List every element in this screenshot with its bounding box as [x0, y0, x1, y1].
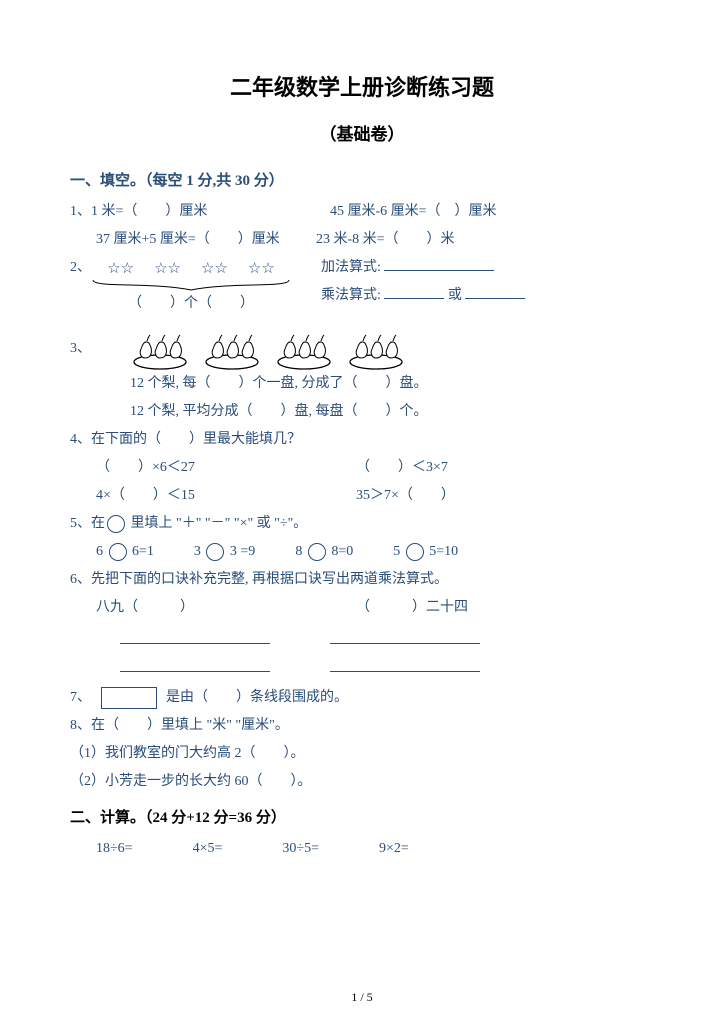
- pear-plates: [131, 328, 405, 370]
- q5d-l: 5: [393, 544, 404, 559]
- q5-row: 6 6=1 3 3 =9 8 8=0 5 5=10: [96, 538, 654, 566]
- q5b-r: 3 =9: [226, 544, 255, 559]
- page-title: 二年级数学上册诊断练习题: [70, 70, 654, 102]
- q2-count-label: （ ）个（ ）: [128, 290, 254, 318]
- q2-row: 2、 ☆☆ ☆☆ ☆☆ ☆☆ （ ）个（ ） 加法算式: 乘法算式:: [70, 254, 654, 318]
- q3b-text: 12 个梨, 平均分成（ ）盘, 每盘（ ）个。: [130, 398, 654, 426]
- q3-num: 3、: [70, 335, 91, 363]
- q1c-text: 37 厘米+5 厘米=（ ）厘米: [96, 226, 316, 254]
- calc-4: 9×2=: [379, 835, 409, 863]
- blank-line: [465, 285, 525, 299]
- q2-add-label: 加法算式:: [321, 260, 381, 275]
- page-subtitle: （基础卷）: [70, 120, 654, 145]
- worksheet-page: 二年级数学上册诊断练习题 （基础卷） 一、填空。（每空 1 分,共 30 分） …: [0, 0, 724, 1023]
- pear-plate-icon: [275, 328, 333, 370]
- q8a-text: （1）我们教室的门大约高 2（ ）。: [70, 740, 654, 768]
- circle-icon: [406, 543, 424, 561]
- q4-row2: 4×（ ）＜15 35＞7×（ ）: [96, 482, 654, 510]
- blank-line: [330, 656, 480, 672]
- q2-mul-row: 乘法算式: 或: [321, 282, 525, 310]
- q1-row1: 1、1 米=（ ）厘米 45 厘米-6 厘米=（ ）厘米: [70, 198, 654, 226]
- q5-head: 5、在 里填上 "＋" "－" "×" 或 "÷"。: [70, 510, 654, 538]
- q2-num: 2、: [70, 254, 91, 282]
- blank-line: [330, 628, 480, 644]
- q6-lines-1: [120, 628, 654, 644]
- q5a: 6 6=1: [96, 538, 154, 566]
- q2-or: 或: [448, 288, 462, 303]
- q5b: 3 3 =9: [194, 538, 255, 566]
- circle-icon: [109, 543, 127, 561]
- q1d-text: 23 米-8 米=（ ）米: [316, 226, 455, 254]
- pear-plate-icon: [203, 328, 261, 370]
- blank-line: [384, 257, 494, 271]
- circle-icon: [206, 543, 224, 561]
- q5-head-a: 5、在: [70, 516, 105, 531]
- pear-plate-icon: [347, 328, 405, 370]
- q6-row1: 八九（ ） （ ）二十四: [96, 594, 654, 622]
- q1b-text: 45 厘米-6 厘米=（ ）厘米: [330, 198, 497, 226]
- q7b-text: 是由（ ）条线段围成的。: [166, 690, 348, 705]
- q5b-l: 3: [194, 544, 205, 559]
- q7-row: 7、 是由（ ）条线段围成的。: [70, 684, 654, 712]
- q5d-r: 5=10: [426, 544, 458, 559]
- blank-line: [384, 285, 444, 299]
- q5c-r: 8=0: [328, 544, 353, 559]
- q4-row1: （ ）×6＜27 （ ）＜3×7: [96, 454, 654, 482]
- q2-add-row: 加法算式:: [321, 254, 525, 282]
- circle-icon: [308, 543, 326, 561]
- q2-mul-label: 乘法算式:: [321, 288, 381, 303]
- calc-3: 30÷5=: [282, 835, 319, 863]
- q6-head: 6、先把下面的口诀补充完整, 再根据口诀写出两道乘法算式。: [70, 566, 654, 594]
- q2-stars-block: ☆☆ ☆☆ ☆☆ ☆☆ （ ）个（ ）: [91, 254, 291, 318]
- q6b-text: （ ）二十四: [356, 594, 468, 622]
- q1a-text: 1、1 米=（ ）厘米: [70, 198, 330, 226]
- q5d: 5 5=10: [393, 538, 458, 566]
- q2-answers: 加法算式: 乘法算式: 或: [321, 254, 525, 310]
- q4b-text: （ ）＜3×7: [356, 454, 448, 482]
- q4a-text: （ ）×6＜27: [96, 454, 356, 482]
- q5c-l: 8: [295, 544, 306, 559]
- circle-icon: [107, 515, 125, 533]
- q4-head: 4、在下面的（ ）里最大能填几？: [70, 426, 654, 454]
- q6-lines-2: [120, 656, 654, 672]
- section-2-head: 二、计算。（24 分+12 分=36 分）: [70, 806, 654, 827]
- q8-head: 8、在（ ）里填上 "米" "厘米"。: [70, 712, 654, 740]
- blank-line: [120, 656, 270, 672]
- section-1-head: 一、填空。（每空 1 分,共 30 分）: [70, 169, 654, 190]
- pear-plate-icon: [131, 328, 189, 370]
- q1-row2: 37 厘米+5 厘米=（ ）厘米 23 米-8 米=（ ）米: [96, 226, 654, 254]
- q6a-text: 八九（ ）: [96, 594, 356, 622]
- rectangle-icon: [101, 687, 157, 709]
- q5-head-b: 里填上 "＋" "－" "×" 或 "÷"。: [127, 516, 307, 531]
- q4d-text: 35＞7×（ ）: [356, 482, 455, 510]
- q7a-text: 7、: [70, 690, 91, 705]
- q5a-l: 6: [96, 544, 107, 559]
- calc-row: 18÷6= 4×5= 30÷5= 9×2=: [96, 835, 654, 863]
- page-footer: 1 / 5: [0, 990, 724, 1005]
- q3a-text: 12 个梨, 每（ ）个一盘, 分成了（ ）盘。: [130, 370, 654, 398]
- calc-2: 4×5=: [193, 835, 223, 863]
- brace-icon: [91, 278, 291, 292]
- q5c: 8 8=0: [295, 538, 353, 566]
- q3-row: 3、: [70, 328, 654, 370]
- q8b-text: （2）小芳走一步的长大约 60（ ）。: [70, 768, 654, 796]
- q4c-text: 4×（ ）＜15: [96, 482, 356, 510]
- calc-1: 18÷6=: [96, 835, 133, 863]
- blank-line: [120, 628, 270, 644]
- q5a-r: 6=1: [129, 544, 154, 559]
